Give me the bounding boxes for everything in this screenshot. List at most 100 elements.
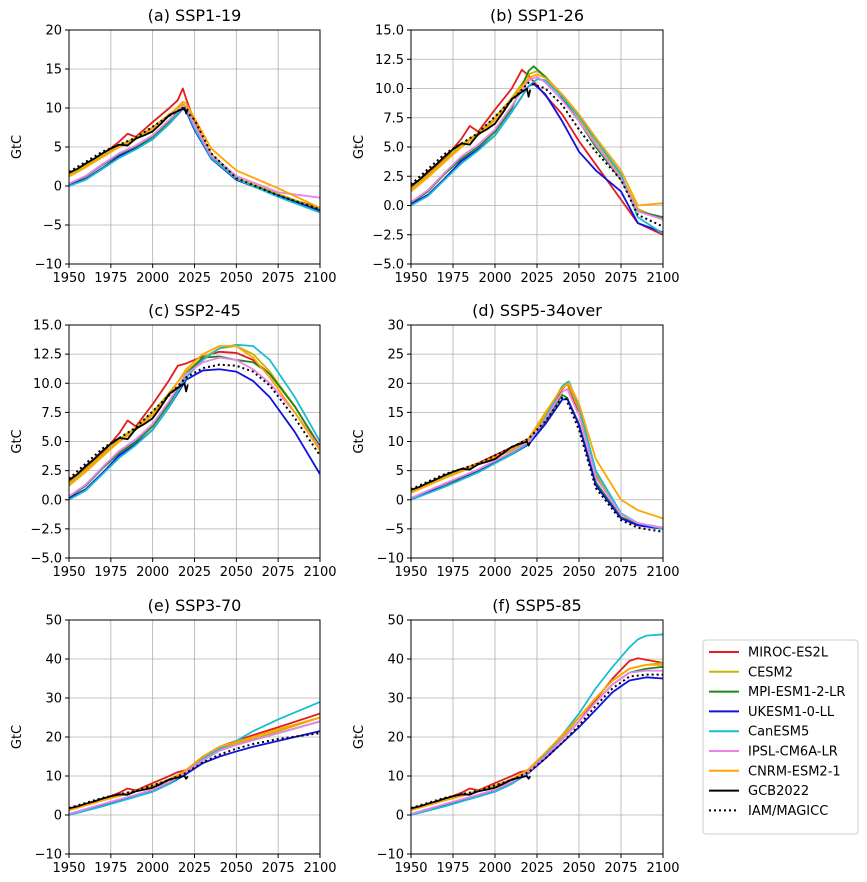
series-line-ipsl-cm6a-lr bbox=[411, 669, 663, 815]
y-tick-label: 0 bbox=[54, 180, 62, 195]
y-axis-label: GtC bbox=[352, 725, 367, 749]
x-tick-label: 2050 bbox=[562, 861, 595, 876]
y-tick-label: 0 bbox=[396, 809, 404, 824]
panel-c: 1950 1975 2000 2025 2050 2075 2100 −5.0 −2.5 0.0 2… bbox=[10, 301, 337, 580]
legend-entry-label: IPSL-CM6A-LR bbox=[748, 745, 838, 760]
x-tick-label: 2025 bbox=[178, 271, 211, 286]
y-tick-label: 20 bbox=[387, 377, 404, 392]
y-tick-label: −5 bbox=[43, 219, 62, 234]
x-tick-label: 2100 bbox=[646, 271, 679, 286]
x-tick-label: 2050 bbox=[220, 861, 253, 876]
y-tick-label: −5 bbox=[385, 522, 404, 537]
x-tick-label: 1975 bbox=[436, 861, 469, 876]
x-tick-label: 2025 bbox=[178, 861, 211, 876]
series-group bbox=[411, 380, 663, 533]
x-tick-label: 1975 bbox=[436, 565, 469, 580]
series-line-cnrm-esm2-1 bbox=[69, 345, 320, 487]
series-line-ipsl-cm6a-lr bbox=[69, 356, 320, 497]
x-tick-label: 2075 bbox=[604, 861, 637, 876]
y-tick-label: 10.0 bbox=[33, 377, 62, 392]
y-tick-label: 10 bbox=[45, 102, 62, 117]
y-tick-label: 5 bbox=[396, 464, 404, 479]
y-tick-label: 12.5 bbox=[375, 53, 404, 68]
y-tick-label: 5 bbox=[54, 141, 62, 156]
series-line-mpi-esm1-2-lr bbox=[411, 65, 663, 219]
series-line-cesm2 bbox=[411, 70, 663, 221]
series-group bbox=[69, 343, 320, 501]
y-tick-label: 30 bbox=[387, 319, 404, 334]
series-line-ipsl-cm6a-lr bbox=[411, 75, 663, 221]
y-tick-label: 7.5 bbox=[41, 406, 62, 421]
x-tick-label: 2100 bbox=[303, 271, 336, 286]
x-tick-label: 2050 bbox=[220, 565, 253, 580]
series-line-gcb2022 bbox=[411, 775, 532, 810]
y-tick-label: 30 bbox=[45, 692, 62, 707]
y-tick-label: 30 bbox=[387, 692, 404, 707]
y-tick-label: −5.0 bbox=[372, 258, 404, 273]
x-tick-label: 2000 bbox=[478, 565, 511, 580]
x-tick-label: 2000 bbox=[136, 271, 169, 286]
series-line-cnrm-esm2-1 bbox=[69, 100, 320, 209]
y-tick-label: 2.5 bbox=[41, 464, 62, 479]
x-tick-label: 1975 bbox=[94, 271, 127, 286]
y-tick-label: 15.0 bbox=[33, 319, 62, 334]
y-tick-label: −10 bbox=[377, 848, 404, 863]
x-tick-label: 2000 bbox=[136, 861, 169, 876]
y-tick-label: 20 bbox=[45, 24, 62, 39]
panel-a: 1950 1975 2000 2025 2050 2075 2100 −10 −5 0 5 10 15 2… bbox=[10, 6, 337, 286]
x-tick-label: 2075 bbox=[262, 565, 295, 580]
y-tick-label: −10 bbox=[35, 258, 62, 273]
x-tick-label: 2100 bbox=[646, 861, 679, 876]
x-tick-label: 2075 bbox=[604, 271, 637, 286]
y-tick-label: −2.5 bbox=[30, 522, 62, 537]
series-line-canesm5 bbox=[411, 78, 663, 235]
panel-title: (b) SSP1-26 bbox=[490, 6, 584, 25]
x-tick-label: 2050 bbox=[220, 271, 253, 286]
series-line-iam-magicc bbox=[411, 396, 663, 533]
y-tick-label: 40 bbox=[387, 653, 404, 668]
series-group bbox=[69, 87, 320, 214]
x-tick-label: 2100 bbox=[646, 565, 679, 580]
y-tick-label: 12.5 bbox=[33, 348, 62, 363]
y-tick-label: 15.0 bbox=[375, 24, 404, 39]
series-line-gcb2022 bbox=[411, 87, 532, 187]
x-tick-label: 2100 bbox=[303, 565, 336, 580]
x-tick-label: 2025 bbox=[520, 861, 553, 876]
y-tick-label: 20 bbox=[387, 731, 404, 746]
legend-entry-label: MPI-ESM1-2-LR bbox=[748, 685, 845, 700]
x-tick-label: 2100 bbox=[303, 861, 336, 876]
y-tick-label: 2.5 bbox=[383, 170, 404, 185]
series-line-ukesm1-0-ll bbox=[69, 368, 320, 500]
panel-f: 1950 1975 2000 2025 2050 2075 2100 −10 0 10 20 30 40… bbox=[352, 596, 680, 876]
y-tick-label: 20 bbox=[45, 731, 62, 746]
y-axis-label: GtC bbox=[10, 429, 25, 453]
series-line-gcb2022 bbox=[69, 775, 189, 810]
series-group bbox=[411, 65, 663, 236]
x-tick-label: 2000 bbox=[478, 861, 511, 876]
legend-entry-label: CNRM-ESM2-1 bbox=[748, 764, 841, 779]
y-tick-label: 25 bbox=[387, 348, 404, 363]
x-tick-label: 2075 bbox=[262, 861, 295, 876]
x-tick-label: 2025 bbox=[520, 565, 553, 580]
x-tick-label: 1975 bbox=[436, 271, 469, 286]
legend-entry-label: IAM/MAGICC bbox=[748, 804, 828, 819]
x-tick-label: 2050 bbox=[562, 271, 595, 286]
y-tick-label: −2.5 bbox=[372, 228, 404, 243]
y-tick-label: 15 bbox=[387, 406, 404, 421]
series-line-gcb2022 bbox=[69, 382, 189, 481]
panel-title: (c) SSP2-45 bbox=[148, 301, 241, 320]
x-tick-label: 1950 bbox=[394, 271, 427, 286]
y-tick-label: 40 bbox=[45, 653, 62, 668]
panel-title: (d) SSP5-34over bbox=[472, 301, 602, 320]
x-tick-label: 1950 bbox=[52, 565, 85, 580]
y-tick-label: 10 bbox=[387, 770, 404, 785]
y-tick-label: 10 bbox=[387, 435, 404, 450]
x-tick-label: 2050 bbox=[562, 565, 595, 580]
x-tick-label: 1950 bbox=[394, 565, 427, 580]
y-tick-label: −10 bbox=[35, 848, 62, 863]
panel-title: (a) SSP1-19 bbox=[148, 6, 242, 25]
panel-title: (e) SSP3-70 bbox=[148, 596, 242, 615]
x-tick-label: 1975 bbox=[94, 565, 127, 580]
y-axis-label: GtC bbox=[10, 725, 25, 749]
